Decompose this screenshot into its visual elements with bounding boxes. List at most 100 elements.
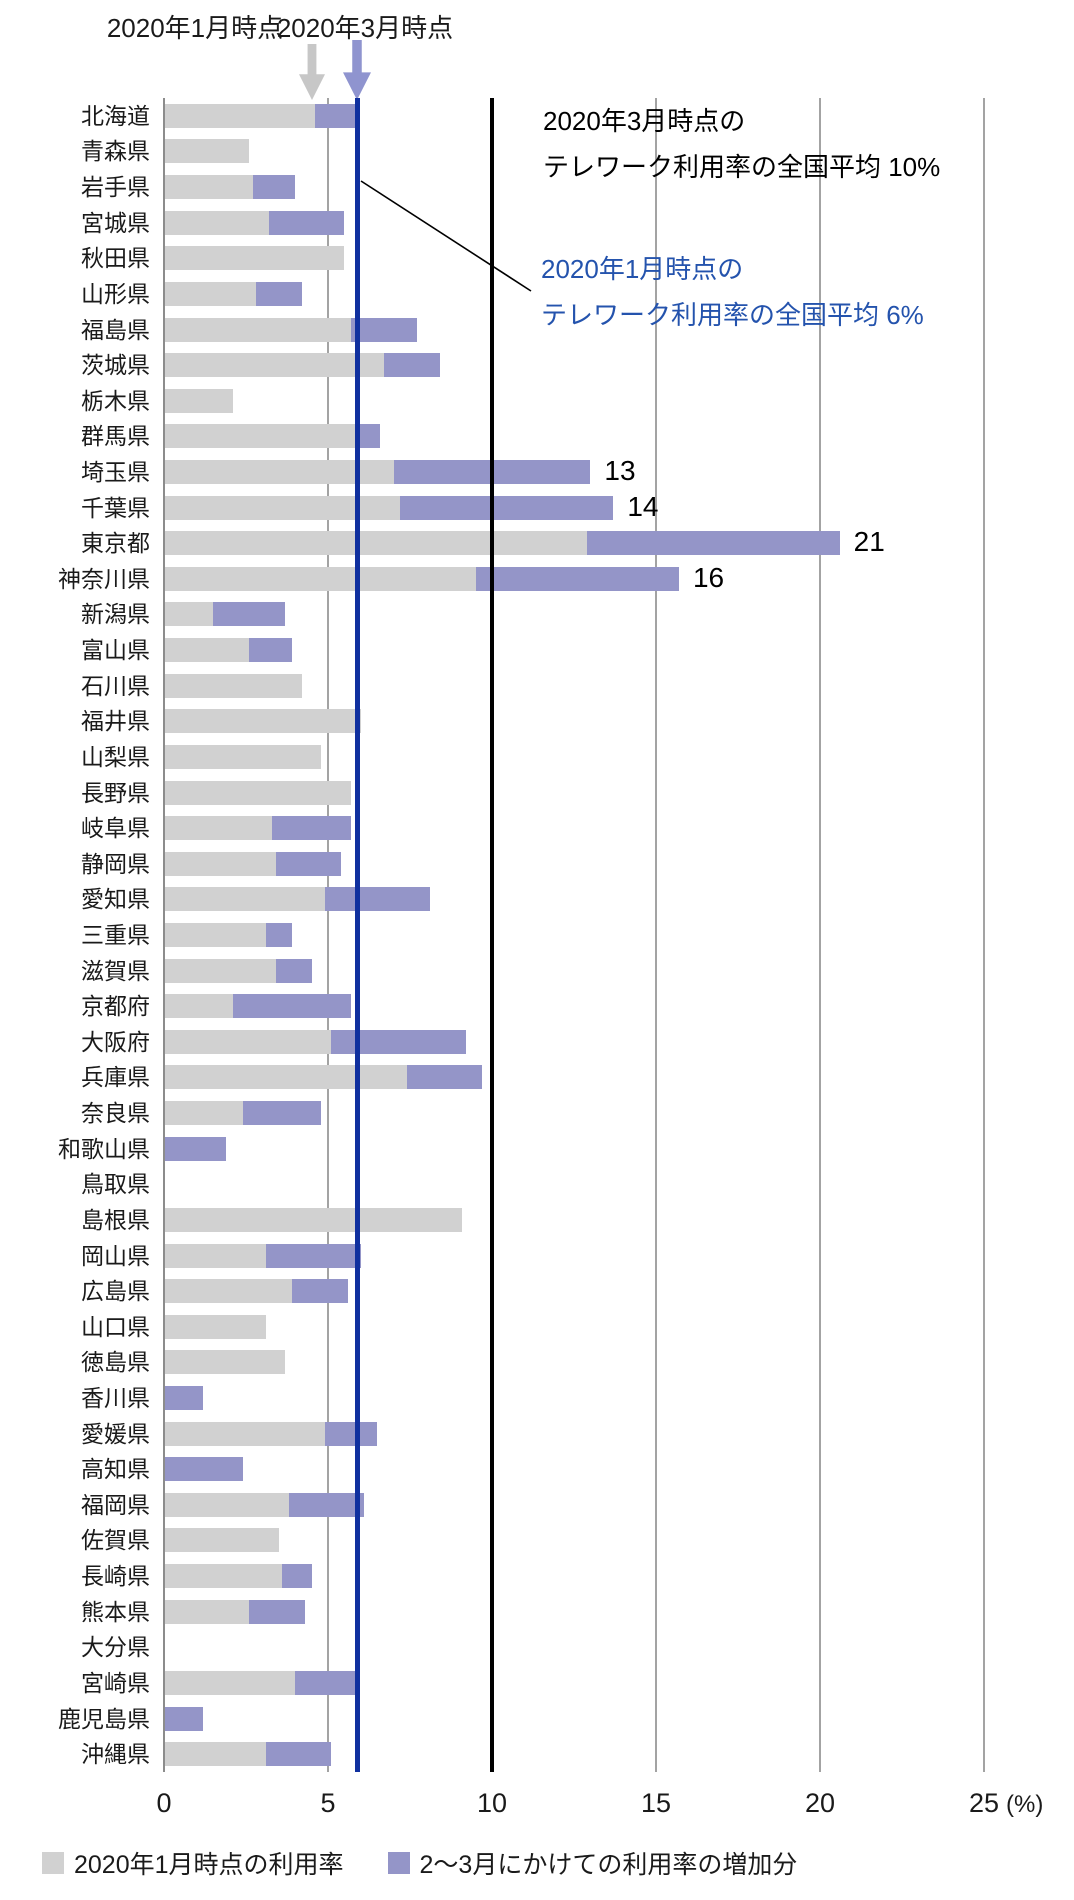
- prefecture-label: 福島県: [81, 316, 150, 343]
- legend-item-increase: 2～3月にかけての利用率の増加分: [387, 1845, 798, 1881]
- mar-average-annotation-line1: 2020年3月時点の: [543, 106, 746, 136]
- bar-row: 徳島県: [0, 1350, 1074, 1375]
- bar-row: 山口県: [0, 1314, 1074, 1339]
- prefecture-label: 宮城県: [81, 209, 150, 236]
- prefecture-label: 岩手県: [81, 174, 150, 201]
- prefecture-label: 沖縄県: [81, 1741, 150, 1768]
- prefecture-label: 石川県: [81, 672, 150, 699]
- prefecture-label: 岡山県: [81, 1242, 150, 1269]
- prefecture-label: 宮崎県: [81, 1669, 150, 1696]
- increase-bar-segment: [164, 1706, 204, 1731]
- bar-row: 滋賀県: [0, 957, 1074, 984]
- increase-bar-segment: [291, 1279, 348, 1304]
- prefecture-label: 京都府: [81, 993, 150, 1020]
- bar-row: 東京都 21: [0, 528, 1074, 557]
- jan-bar-segment: [164, 1564, 283, 1589]
- bar-row: 山形県: [0, 280, 1074, 307]
- increase-bar-segment: [282, 1564, 312, 1589]
- increase-bar-segment: [587, 531, 840, 556]
- jan-bar-segment: [164, 388, 233, 413]
- jan-bar-segment: [164, 1101, 243, 1126]
- mar-arrow-label: 2020年3月時点: [276, 13, 454, 43]
- increase-bar-segment: [268, 210, 345, 235]
- prefecture-label: 和歌山県: [58, 1135, 150, 1162]
- jan-bar-segment: [164, 994, 233, 1019]
- prefecture-label: 北海道: [81, 102, 150, 129]
- bar-row: 岐阜県: [0, 816, 1074, 841]
- jan-bar-segment: [164, 673, 302, 698]
- prefecture-label: 東京都: [81, 530, 150, 557]
- x-tick-label: 10: [476, 1788, 508, 1818]
- increase-bar-segment: [324, 1421, 378, 1446]
- prefecture-label: 千葉県: [81, 494, 150, 521]
- bar-row: 宮城県: [0, 209, 1074, 236]
- increase-bar-segment: [275, 851, 342, 876]
- jan-bar-segment: [164, 744, 322, 769]
- bar-row: 北海道: [0, 102, 1074, 129]
- mar-average-annotation-line2: テレワーク利用率の全国平均 10%: [543, 152, 941, 182]
- bar-row: 栃木県: [0, 387, 1074, 414]
- y-axis-line: [163, 98, 165, 1772]
- prefecture-label: 三重県: [81, 922, 150, 948]
- increase-bar-segment: [242, 1101, 322, 1126]
- prefecture-label: 埼玉県: [81, 458, 150, 485]
- jan-average-annotation-line1: 2020年1月時点の: [541, 254, 744, 284]
- bar-row: 兵庫県: [0, 1065, 1074, 1090]
- increase-bar-segment: [324, 887, 430, 912]
- increase-bar-segment: [265, 1243, 361, 1268]
- bar-row: 鳥取県: [0, 1172, 1074, 1196]
- increase-bar-segment: [164, 1457, 243, 1482]
- increase-bar-segment: [295, 1670, 358, 1695]
- jan-bar-segment: [164, 1350, 286, 1375]
- increase-bar-segment: [475, 566, 679, 591]
- prefecture-label: 滋賀県: [81, 957, 150, 984]
- bar-row: 福岡県: [0, 1492, 1074, 1517]
- prefecture-label: 栃木県: [81, 387, 150, 414]
- bar-row: 福井県: [0, 709, 1074, 734]
- jan-bar-segment: [164, 103, 315, 128]
- bar-row: 鹿児島県: [0, 1706, 1074, 1731]
- x-tick-label: 15: [640, 1788, 672, 1818]
- increase-bar-segment: [383, 353, 440, 378]
- prefecture-label: 奈良県: [81, 1100, 150, 1127]
- increase-bar-segment: [350, 317, 417, 342]
- mar-average-line: [490, 98, 494, 1772]
- x-tick-label: 25: [968, 1788, 1000, 1818]
- gridline-20: [819, 98, 821, 1772]
- increase-bar-segment: [249, 1599, 306, 1624]
- bar-row: 岩手県: [0, 174, 1074, 201]
- jan-bar-segment: [164, 139, 250, 164]
- prefecture-label: 富山県: [81, 637, 150, 664]
- prefecture-label: 神奈川県: [58, 565, 150, 592]
- bar-value-label: 16: [692, 561, 725, 593]
- prefecture-label: 青森県: [81, 138, 150, 165]
- chart-legend: 2020年1月時点の利用率 2～3月にかけての利用率の増加分: [42, 1845, 797, 1881]
- bar-row: 岡山県: [0, 1242, 1074, 1269]
- increase-bar-segment: [272, 816, 351, 841]
- prefecture-label: 鳥取県: [81, 1171, 150, 1198]
- jan-bar-segment: [164, 958, 276, 983]
- jan-legend-swatch-icon: [42, 1852, 64, 1874]
- prefecture-label: 大分県: [81, 1634, 150, 1661]
- jan-bar-segment: [164, 1421, 325, 1446]
- jan-average-annotation: 2020年1月時点の テレワーク利用率の全国平均 6%: [541, 246, 924, 338]
- bar-row: 千葉県 14: [0, 492, 1074, 521]
- jan-bar-segment: [164, 424, 358, 449]
- prefecture-label: 熊本県: [81, 1598, 150, 1625]
- gridline-5: [327, 98, 329, 1772]
- bar-row: 大分県: [0, 1635, 1074, 1659]
- mar-average-annotation: 2020年3月時点の テレワーク利用率の全国平均 10%: [543, 98, 940, 190]
- increase-bar-segment: [164, 1386, 204, 1411]
- prefecture-label: 山形県: [81, 280, 150, 307]
- legend-item-jan: 2020年1月時点の利用率: [42, 1845, 344, 1881]
- increase-bar-segment: [232, 994, 351, 1019]
- legend-item-increase-label: 2～3月にかけての利用率の増加分: [419, 1851, 798, 1879]
- prefecture-label: 愛媛県: [81, 1420, 150, 1447]
- bar-row: 香川県: [0, 1386, 1074, 1411]
- axis-unit-label: (%): [1006, 1791, 1044, 1818]
- prefecture-label: 秋田県: [81, 245, 150, 272]
- jan-bar-segment: [164, 1279, 292, 1304]
- bar-row: 青森県: [0, 138, 1074, 165]
